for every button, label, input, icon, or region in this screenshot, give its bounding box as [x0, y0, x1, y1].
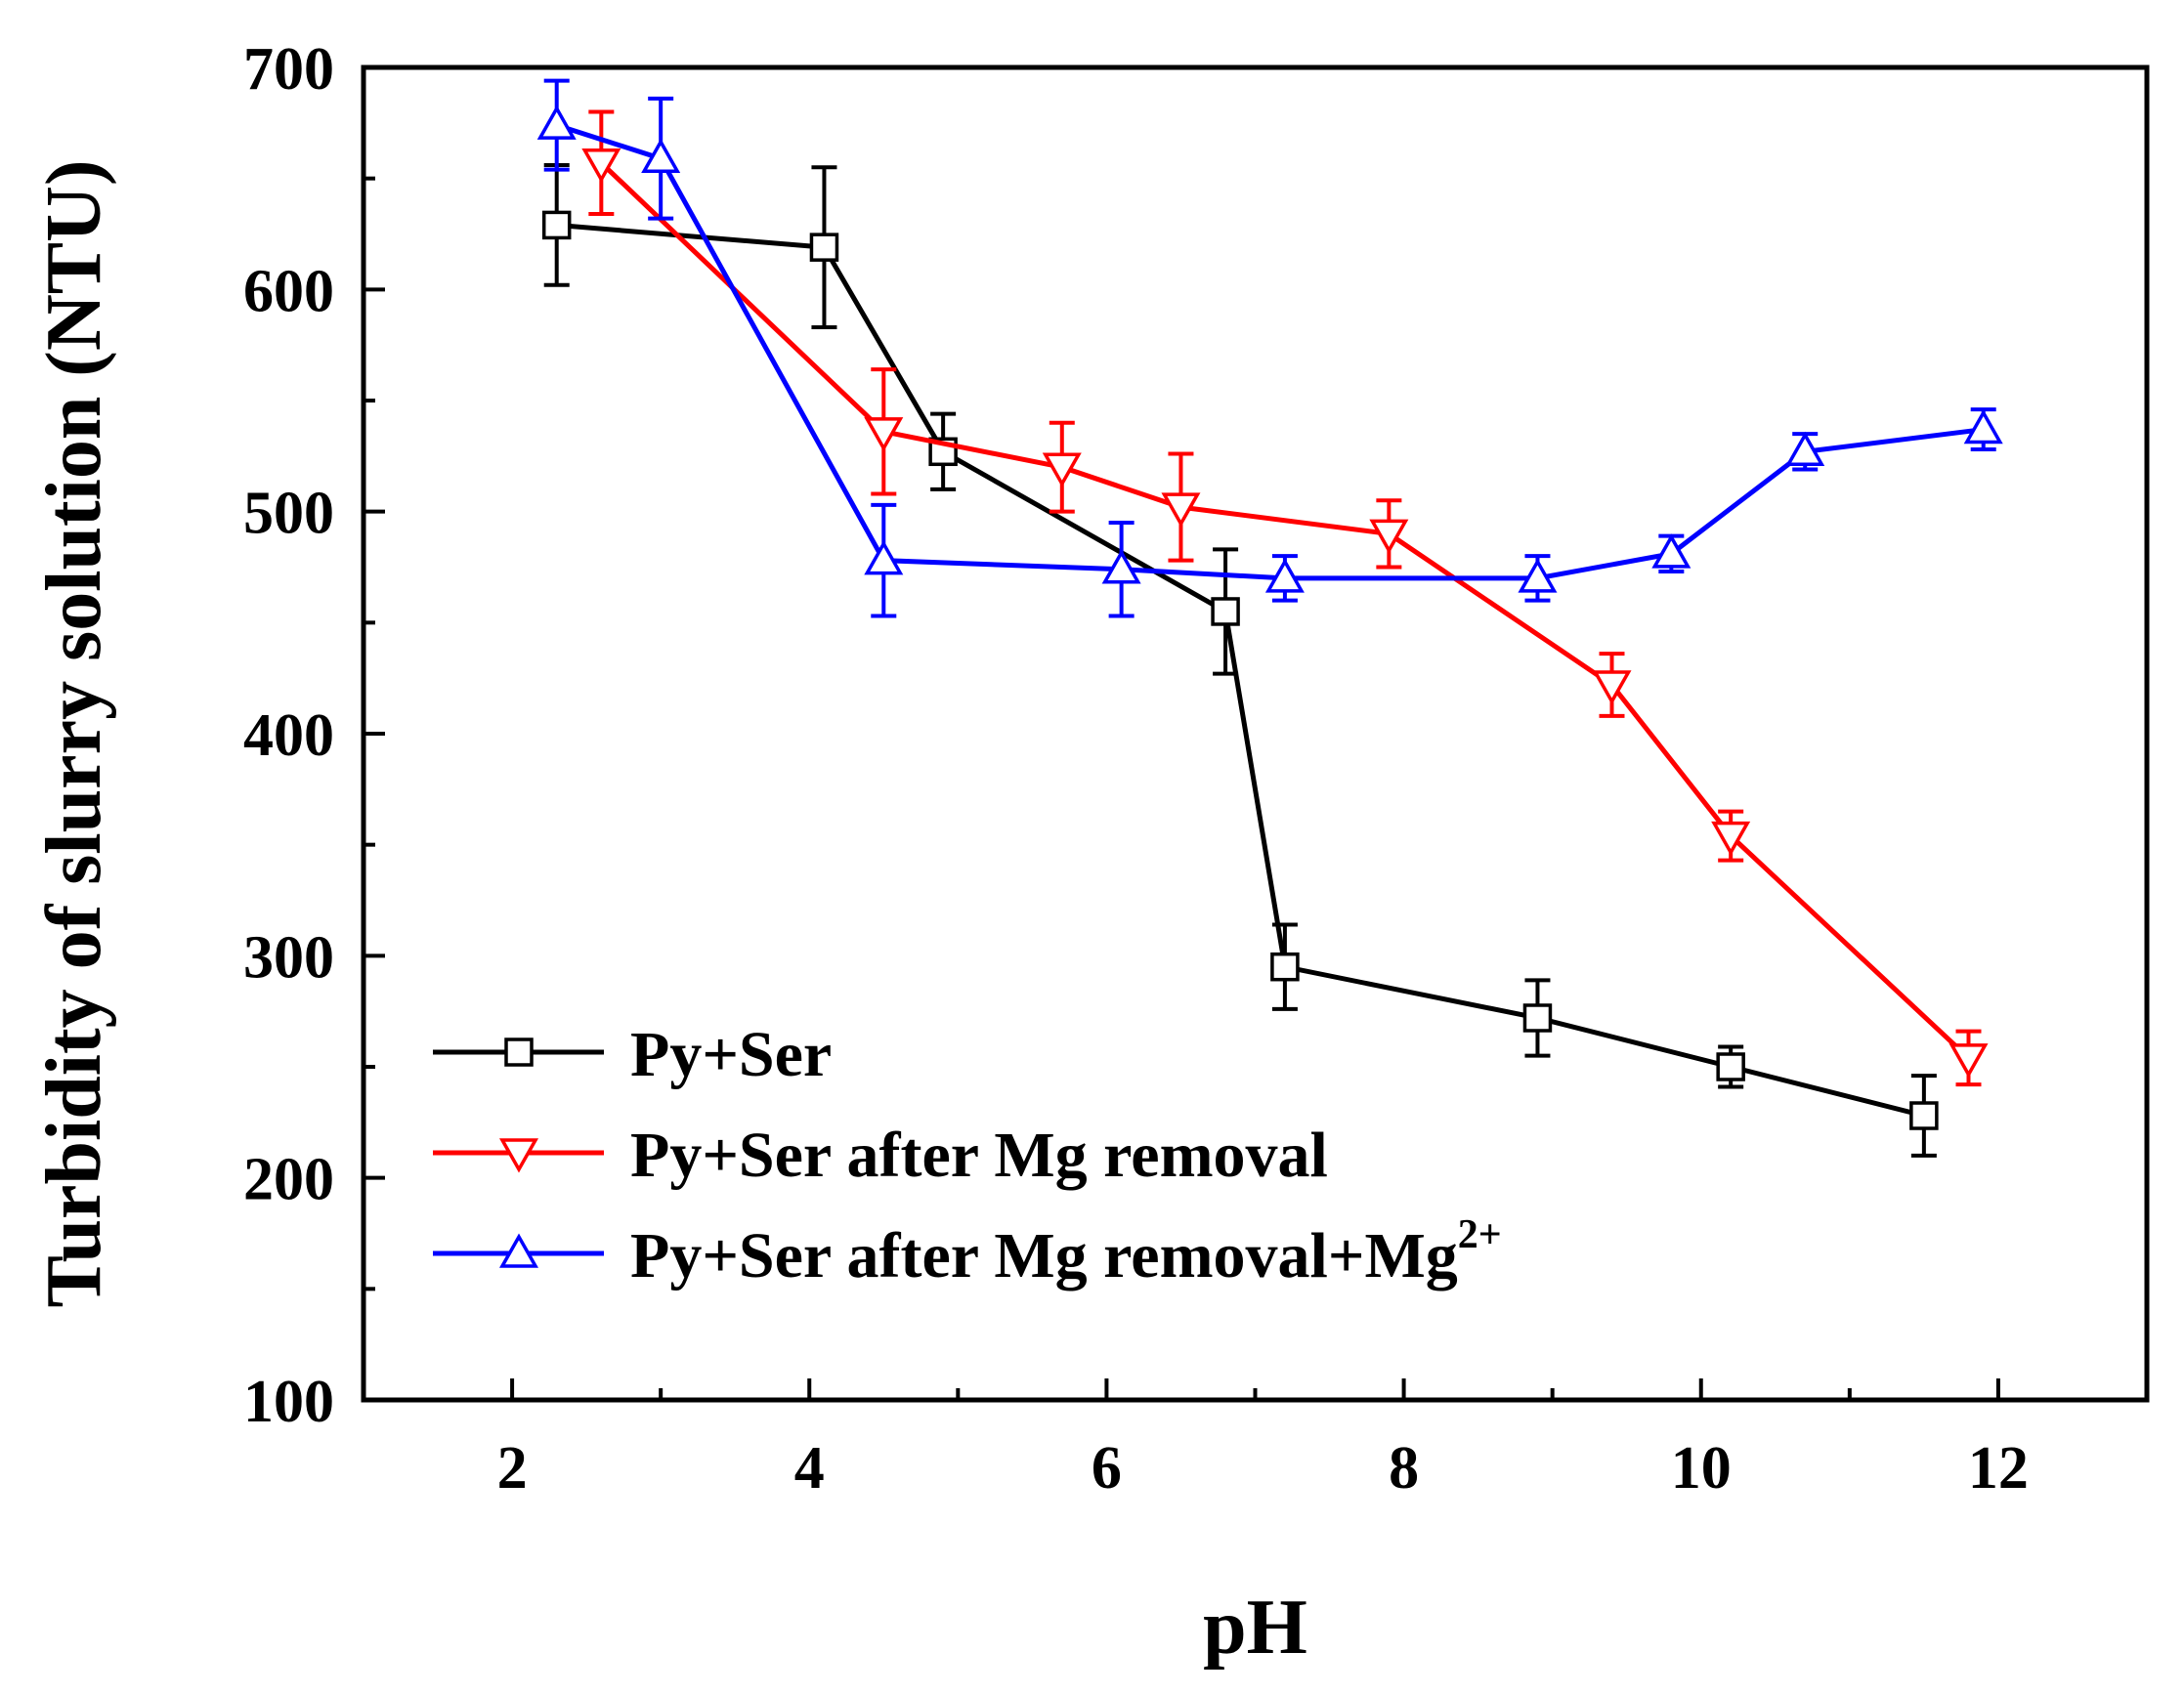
x-tick-label: 10: [1671, 1435, 1732, 1502]
series-1: [581, 109, 1989, 1087]
x-tick-label: 2: [497, 1435, 528, 1502]
legend-marker: [498, 1233, 539, 1268]
plot-marks: [536, 78, 2003, 1158]
legend-label: Py+Ser after Mg removal: [630, 1120, 1328, 1191]
legend-entry-1: Py+Ser after Mg removal: [433, 1120, 1328, 1191]
legend-entry-2: Py+Ser after Mg removal+Mg2+: [433, 1212, 1502, 1292]
x-axis-title: pH: [1203, 1585, 1307, 1671]
data-point: [641, 138, 681, 173]
x-tick-label: 4: [794, 1435, 825, 1502]
data-point: [1270, 952, 1300, 982]
data-point: [1948, 1043, 1989, 1079]
legend-label-text: Py+Ser after Mg removal+Mg: [630, 1220, 1458, 1292]
data-point: [1369, 519, 1409, 554]
x-tick-label: 6: [1092, 1435, 1122, 1502]
legend: Py+Ser Py+Ser after Mg removal Py+Ser afte…: [433, 1019, 1502, 1292]
data-point: [1785, 431, 1825, 467]
legend-marker: [504, 1038, 534, 1067]
data-point: [1042, 452, 1082, 487]
data-point: [1592, 670, 1632, 705]
data-point: [536, 105, 577, 140]
data-point: [1264, 558, 1305, 593]
y-tick-label: 100: [243, 1369, 334, 1435]
series-line: [599, 160, 1971, 1060]
data-point: [1518, 558, 1558, 593]
y-tick-label: 600: [243, 258, 334, 324]
legend-label-text: Py+Ser after Mg removal: [630, 1120, 1328, 1191]
x-tick-label: 8: [1389, 1435, 1419, 1502]
data-point: [864, 540, 904, 575]
y-tick-label: 300: [243, 924, 334, 991]
x-axis: 2 4 6 8 10 12: [497, 1378, 2029, 1502]
y-tick-label: 400: [243, 702, 334, 769]
data-point: [541, 210, 572, 240]
data-point: [1161, 492, 1201, 528]
y-axis: 100 200 300 400 500 600 700: [243, 36, 385, 1435]
data-point: [1716, 1052, 1745, 1081]
data-point: [1651, 533, 1692, 569]
data-point: [1211, 597, 1240, 626]
y-tick-label: 700: [243, 36, 334, 103]
legend-label: Py+Ser: [630, 1019, 832, 1090]
data-point: [1711, 821, 1751, 857]
series-0: [541, 163, 1939, 1158]
data-point: [1909, 1101, 1939, 1130]
x-tick-label: 12: [1968, 1435, 2029, 1502]
y-tick-label: 200: [243, 1147, 334, 1213]
series-line: [556, 222, 1925, 1119]
series-2: [536, 78, 2003, 618]
series-line: [555, 122, 1985, 581]
data-point: [1963, 409, 2003, 445]
data-point: [809, 233, 839, 262]
data-point: [1522, 1003, 1553, 1033]
data-point: [581, 148, 621, 184]
legend-label-text: Py+Ser: [630, 1019, 832, 1090]
y-axis-title: Turbidity of slurry solution (NTU): [31, 160, 117, 1308]
data-point: [864, 417, 904, 452]
legend-marker: [498, 1138, 539, 1173]
data-point: [1101, 549, 1141, 584]
plot-frame: [361, 64, 2150, 1403]
y-tick-label: 500: [243, 481, 334, 547]
legend-label: Py+Ser after Mg removal+Mg2+: [630, 1212, 1502, 1292]
legend-label-superscript: 2+: [1458, 1212, 1502, 1257]
legend-entry-0: Py+Ser: [433, 1019, 832, 1090]
